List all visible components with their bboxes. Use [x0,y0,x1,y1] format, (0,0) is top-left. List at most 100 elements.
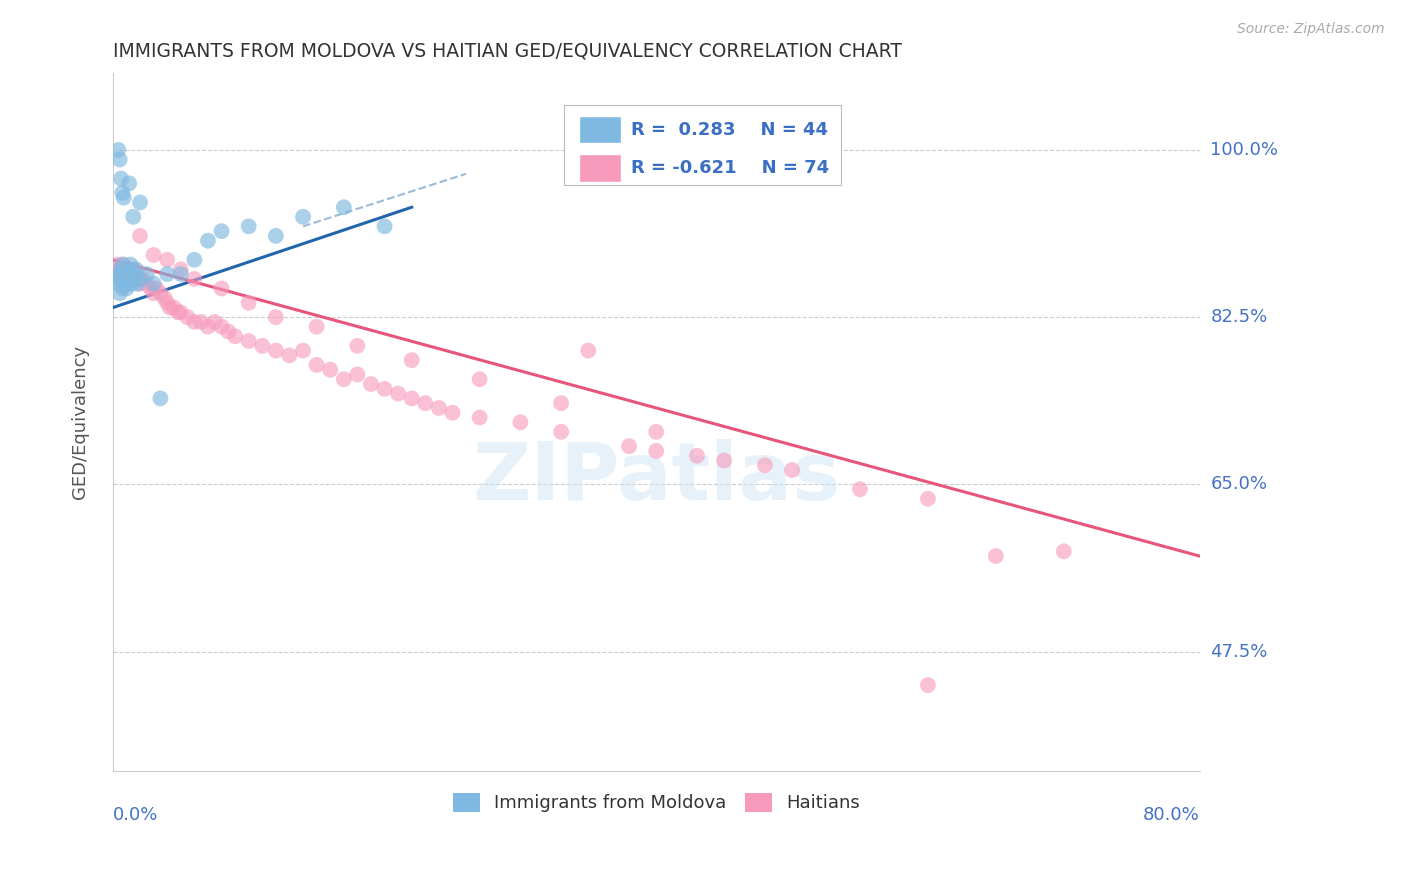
Legend: Immigrants from Moldova, Haitians: Immigrants from Moldova, Haitians [444,784,869,822]
Point [156,295,179,310]
Point [115,281,138,295]
Point [550,396,572,410]
Text: R = -0.621    N = 74: R = -0.621 N = 74 [631,160,830,178]
Point [145,281,167,295]
Point [135,267,157,281]
Point [112,191,135,205]
Point [118,262,141,277]
Point [917,491,939,506]
Point [127,272,149,286]
Point [105,258,128,272]
Point [111,186,134,200]
Point [135,277,157,291]
Point [125,262,148,277]
Point [278,348,301,362]
Point [110,262,132,277]
Point [142,277,165,291]
Point [107,267,129,281]
Point [153,291,176,305]
Point [305,358,328,372]
Text: IMMIGRANTS FROM MOLDOVA VS HAITIAN GED/EQUIVALENCY CORRELATION CHART: IMMIGRANTS FROM MOLDOVA VS HAITIAN GED/E… [112,42,901,61]
Point [292,210,315,224]
Point [139,281,162,295]
Point [252,339,274,353]
Point [170,267,193,281]
Point [107,143,129,157]
Point [360,377,382,392]
Point [105,272,128,286]
Point [110,272,132,286]
Point [224,329,246,343]
Point [468,372,491,386]
Point [142,248,165,262]
Point [204,315,226,329]
Point [149,286,172,301]
Point [159,301,181,315]
Text: R =  0.283    N = 44: R = 0.283 N = 44 [631,121,828,139]
Point [211,319,233,334]
Point [132,272,155,286]
Point [129,277,152,291]
Text: Source: ZipAtlas.com: Source: ZipAtlas.com [1237,22,1385,37]
Point [108,262,131,277]
Point [170,262,193,277]
Point [238,295,260,310]
Point [686,449,709,463]
Point [114,277,136,291]
Point [129,195,152,210]
Point [183,272,205,286]
Point [112,267,135,281]
Point [176,310,198,325]
Point [122,272,145,286]
Point [217,325,239,339]
Point [117,277,139,291]
Point [211,224,233,238]
Point [122,267,145,281]
Point [156,267,179,281]
Point [413,396,436,410]
Point [576,343,599,358]
Text: 80.0%: 80.0% [1143,806,1199,824]
Point [197,319,219,334]
Point [118,177,141,191]
Point [264,343,287,358]
Point [441,406,464,420]
Point [156,252,179,267]
Point [112,258,135,272]
Point [468,410,491,425]
Point [111,258,134,272]
Point [319,362,342,376]
Point [163,301,186,315]
Point [713,453,735,467]
Point [346,368,368,382]
Point [238,334,260,348]
Point [129,272,152,286]
Point [238,219,260,234]
Point [264,310,287,325]
Point [305,319,328,334]
Point [124,272,146,286]
Point [108,153,131,167]
Point [1053,544,1076,558]
Point [111,267,134,281]
Text: 65.0%: 65.0% [1211,475,1267,493]
Point [374,382,396,396]
Point [197,234,219,248]
Point [333,200,356,214]
Point [112,277,135,291]
Point [121,277,143,291]
Point [374,219,396,234]
Point [127,277,149,291]
Point [645,444,668,458]
Point [550,425,572,439]
Point [917,678,939,692]
Point [142,286,165,301]
Text: 100.0%: 100.0% [1211,141,1278,159]
Point [264,228,287,243]
Point [108,277,131,291]
Point [617,439,640,453]
Point [754,458,776,473]
Point [167,305,190,319]
Point [149,392,172,406]
Text: 47.5%: 47.5% [1211,642,1268,661]
